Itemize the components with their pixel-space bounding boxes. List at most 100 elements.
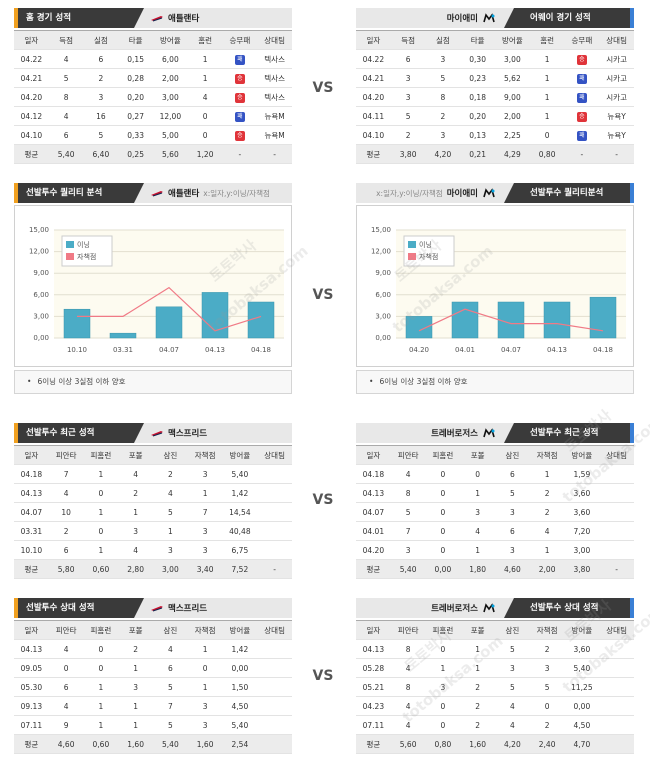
table-cell: 1,59 [564, 464, 600, 484]
result-icon: 패 [576, 92, 587, 103]
column-header: 포볼 [118, 445, 153, 465]
table-cell: 1,42 [222, 639, 258, 659]
table-cell: 6 [153, 658, 188, 678]
table-cell: 2 [529, 483, 565, 503]
header-stripe [14, 183, 18, 203]
table-cell: 3,00 [564, 540, 600, 560]
table-cell: 9 [48, 715, 84, 735]
legend-label: 이닝 [77, 240, 90, 249]
team-info: 트레버로저스 [431, 598, 496, 618]
table-cell: 5,40 [48, 144, 84, 164]
footnote-text: 6이닝 이상 3실점 이하 양호 [37, 377, 126, 386]
table-cell: 4 [48, 639, 84, 659]
table-cell: 04.13 [14, 639, 49, 659]
result-icon: 패 [234, 54, 245, 65]
table-cell: 5,62 [495, 68, 530, 88]
footnote-text: 6이닝 이상 3실점 이하 양호 [379, 377, 468, 386]
empty-cell [599, 715, 634, 735]
table-cell: 0,33 [118, 125, 153, 145]
legend-label: 이닝 [419, 240, 432, 249]
team-name: 트레버로저스 [431, 604, 478, 614]
table-cell: - [564, 144, 600, 164]
table-cell: 3 [529, 658, 565, 678]
table-cell: 1 [83, 677, 119, 697]
table-cell: 0,80 [529, 144, 565, 164]
footnote: • 6이닝 이상 3실점 이하 양호 [14, 370, 292, 394]
table-cell: 시카고 [599, 49, 634, 69]
table-cell: - [257, 559, 292, 579]
logo-shape [152, 607, 163, 612]
section-header: 선발투수 퀄리티분석 x:일자,y:이닝/자책점 마이애미 [356, 183, 634, 203]
table-cell: 3 [187, 540, 223, 560]
table-cell: 04.20 [14, 87, 49, 107]
header-stripe [14, 8, 18, 28]
team-logo [151, 431, 163, 437]
table-cell: 5 [390, 502, 426, 522]
table-cell: 0,30 [460, 49, 495, 69]
table-cell: 1 [83, 696, 119, 716]
table-cell: 3 [187, 464, 223, 484]
table-cell: 04.07 [356, 502, 391, 522]
x-tick-label: 10.10 [67, 346, 87, 354]
column-header: 홈런 [529, 30, 565, 50]
table-cell: 4,60 [48, 734, 84, 754]
table-cell: 텍사스 [257, 68, 292, 88]
column-header: 일자 [14, 30, 49, 50]
table-cell: 3 [118, 677, 153, 697]
table-row: 04.22 4 6 0,15 6,00 1 패 텍사스 [14, 49, 292, 69]
table-header-row: 일자 피안타 피홈런 포볼 삼진 자책점 방어율 상대팀 [356, 445, 634, 465]
table-cell: 3,00 [495, 49, 530, 69]
column-header: 상대팀 [257, 30, 292, 50]
result-cell: 승 [222, 68, 258, 88]
section-header: 선발투수 상대 성적 맥스프리드 [14, 598, 292, 618]
section-title: 선발투수 상대 성적 [26, 603, 95, 613]
header-tab: 선발투수 최근 성적 [504, 423, 634, 443]
empty-cell [599, 734, 634, 754]
y-tick-label: 9,00 [375, 269, 391, 277]
table-cell: 4,20 [425, 144, 461, 164]
table-cell: 14,54 [222, 502, 258, 522]
footnote-bullet: • [369, 377, 374, 386]
table-cell: 5,40 [564, 658, 600, 678]
table-cell: 1 [83, 464, 119, 484]
column-header: 피안타 [48, 620, 84, 640]
table-row: 04.07 5 0 3 3 2 3,60 [356, 502, 634, 522]
team-logo [483, 603, 495, 613]
table-cell: 1,50 [222, 677, 258, 697]
table-cell: 평균 [356, 559, 391, 579]
section-header: 선발투수 퀄리티 분석 애틀랜타 x:일자,y:이닝/자책점 [14, 183, 292, 203]
result-icon: 패 [234, 111, 245, 122]
vs-label: VS [312, 287, 334, 303]
column-header: 자책점 [187, 620, 223, 640]
table-cell: 4 [390, 658, 426, 678]
column-header: 포볼 [118, 620, 153, 640]
table-cell: 5,40 [153, 734, 188, 754]
table-cell: 평균 [356, 734, 391, 754]
table-row: 09.13 4 1 1 7 3 4,50 [14, 696, 292, 716]
column-header: 일자 [14, 445, 49, 465]
table-cell: 3 [460, 502, 495, 522]
legend-swatch [408, 241, 416, 248]
column-header: 홈런 [187, 30, 223, 50]
table-row: 04.21 3 5 0,23 5,62 1 패 시카고 [356, 68, 634, 88]
table-cell: 1 [529, 49, 565, 69]
legend-swatch [408, 253, 416, 260]
table-cell: 3 [425, 677, 461, 697]
logo-shape [491, 604, 495, 608]
table-cell: 0,60 [83, 734, 119, 754]
table-cell: 5 [153, 502, 188, 522]
table-header-row: 일자 피안타 피홈런 포볼 삼진 자책점 방어율 상대팀 [14, 445, 292, 465]
bar [405, 316, 433, 339]
table-cell: 3 [187, 521, 223, 541]
table-cell: 11,25 [564, 677, 600, 697]
table-row: 07.11 9 1 1 5 3 5,40 [14, 715, 292, 735]
average-row: 평균 4,60 0,60 1,60 5,40 1,60 2,54 [14, 734, 292, 754]
empty-cell [257, 464, 292, 484]
column-header: 방어율 [564, 620, 600, 640]
table-cell: 3 [187, 715, 223, 735]
table-cell: 0 [425, 715, 461, 735]
team-logo [151, 16, 163, 22]
logo-shape [151, 16, 163, 21]
column-header: 방어율 [564, 445, 600, 465]
table-cell: 0 [83, 658, 119, 678]
